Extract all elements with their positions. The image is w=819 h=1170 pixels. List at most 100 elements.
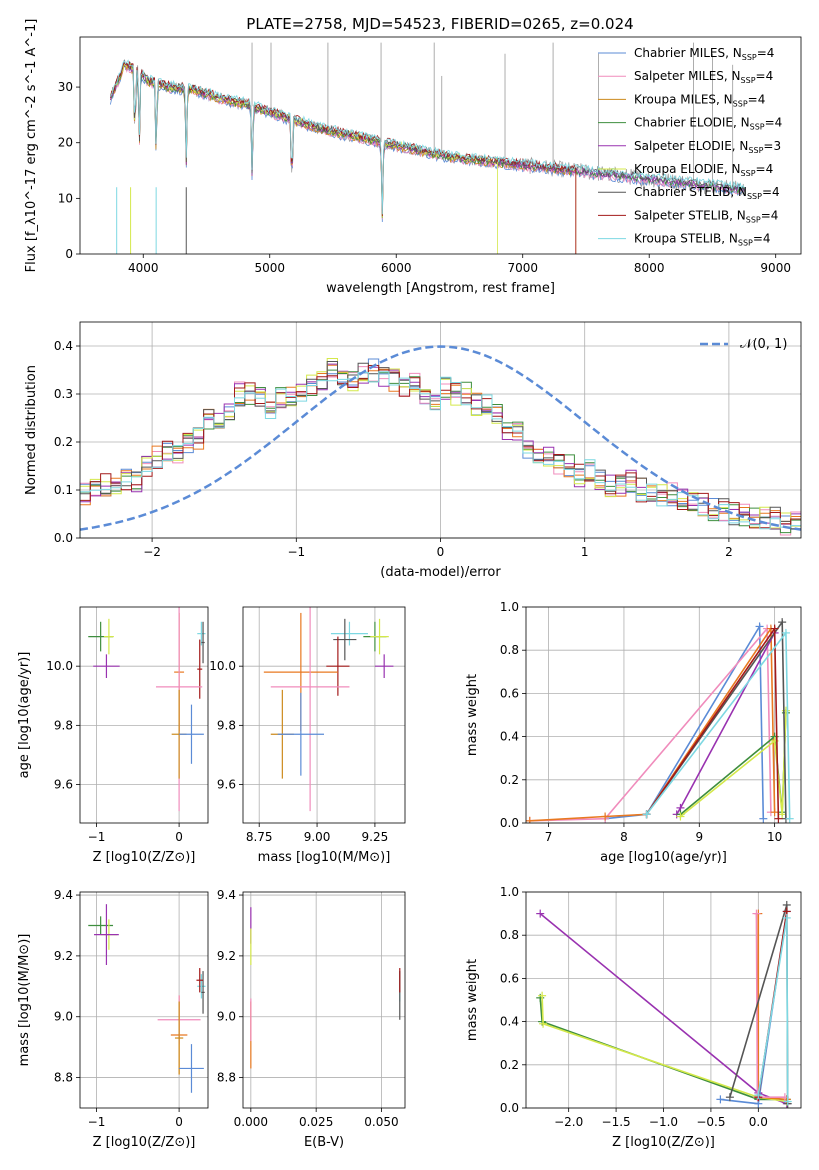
normal-legend-label: 𝒩(0, 1) <box>740 337 787 352</box>
error-bar-point <box>330 621 368 646</box>
weight-marker <box>601 812 610 821</box>
residual-histogram-kroupa_stelib <box>80 371 801 538</box>
y-tick-label: 0 <box>65 247 73 261</box>
age_vs_Z-frame <box>79 606 209 824</box>
y-tick-label: 9.8 <box>54 718 73 732</box>
y-tick-label: 0.2 <box>500 773 519 787</box>
error-bar-point <box>201 621 205 664</box>
weight-marker <box>770 624 779 633</box>
mass_vs_ebv-xlabel: E(B-V) <box>304 1135 344 1150</box>
weight-marker <box>783 1097 792 1106</box>
legend-text: Kroupa MILES, N <box>634 92 733 106</box>
spectrum-ylabel: Flux [f_λ10^-17 erg cm^-2 s^-1 A^-1] <box>24 19 39 273</box>
weight-marker <box>676 812 685 821</box>
legend-subscript: SSP <box>748 146 763 155</box>
error-bar-point <box>94 904 119 966</box>
legend-subscript: SSP <box>747 192 762 201</box>
weight-marker <box>782 913 791 922</box>
y-tick-label: 9.0 <box>217 1010 236 1024</box>
legend-text: Salpeter STELIB, N <box>634 208 746 222</box>
legend-subscript: SSP <box>741 76 756 85</box>
weight-marker <box>716 1095 725 1104</box>
x-tick-label: 9000 <box>760 261 791 275</box>
mass_vs_ebv-plot-area <box>250 907 401 1069</box>
weight_vs_age-xlabel: age [log10(age/yr)] <box>600 850 727 865</box>
legend-entry: Chabrier MILES, NSSP=4 <box>634 46 774 62</box>
weight-marker <box>725 1093 734 1102</box>
x-tick-label: −2.0 <box>554 1115 583 1129</box>
weight-marker <box>538 991 547 1000</box>
y-tick-label: 9.4 <box>54 888 73 902</box>
error-bar-point <box>179 704 204 764</box>
x-tick-label: −1 <box>88 830 106 844</box>
weight_vs_Z-plot-area <box>536 900 792 1108</box>
age_vs_mass-axes: 8.75 9.00 9.25 9.6 9.8 10.0 <box>209 607 405 844</box>
error-bar-point <box>201 971 205 1014</box>
y-tick-label: 9.0 <box>54 1010 73 1024</box>
x-tick-label: −1.0 <box>649 1115 678 1129</box>
legend-entry: Salpeter ELODIE, NSSP=3 <box>634 139 781 155</box>
age_vs_Z-xlabel: Z [log10(Z/Z⊙)] <box>93 850 196 865</box>
weight-line-orange <box>529 626 776 822</box>
mass_vs_Z-xlabel: Z [log10(Z/Z⊙)] <box>93 1135 196 1150</box>
weight-marker <box>754 1091 763 1100</box>
weight-marker <box>785 814 794 823</box>
age_vs_mass-xlabel: mass [log10(M/M⊙)] <box>258 850 391 865</box>
weight_vs_age-ylabel: mass weight <box>465 674 480 756</box>
weight-marker <box>770 808 779 817</box>
legend-text: Chabrier STELIB, N <box>634 185 747 199</box>
weight-marker <box>774 814 783 823</box>
x-tick-label: 0.0 <box>749 1115 768 1129</box>
x-tick-label: 9.25 <box>362 830 389 844</box>
x-tick-label: 0 <box>175 830 183 844</box>
legend-text-tail: =4 <box>756 69 774 83</box>
legend-text: Kroupa ELODIE, N <box>634 162 741 176</box>
x-tick-label: 7 <box>545 830 553 844</box>
residuals-xlabel: (data-model)/error <box>380 565 501 580</box>
y-tick-label: 1.0 <box>500 885 519 899</box>
x-tick-label: −0.5 <box>696 1115 725 1129</box>
y-tick-label: 20 <box>58 136 73 150</box>
legend-subscript: SSP <box>733 99 748 108</box>
y-tick-label: 30 <box>58 80 73 94</box>
x-tick-label: 0 <box>175 1115 183 1129</box>
residuals-axes: −2 −1 0 1 2 0.0 0.1 0.2 0.3 0.4 <box>54 322 801 559</box>
weight-line-chabrier_miles <box>605 623 765 820</box>
weight-line-salpeter_elodie <box>676 632 776 815</box>
mass_vs_Z-plot-area <box>88 904 206 1093</box>
weight_vs_Z-frame <box>525 891 802 1109</box>
y-tick-label: 9.2 <box>217 949 236 963</box>
spectrum-xlabel: wavelength [Angstrom, rest frame] <box>326 281 555 296</box>
weight-marker <box>759 814 768 823</box>
x-tick-label: 9.00 <box>304 830 331 844</box>
mass_vs_Z-axes: −1 0 8.8 9.0 9.2 9.4 <box>54 888 208 1129</box>
legend-text: Salpeter MILES, N <box>634 69 741 83</box>
model-spectrum-kroupa_stelib <box>110 59 746 215</box>
legend-text-tail: =4 <box>748 92 766 106</box>
x-tick-label: 8 <box>620 830 628 844</box>
y-tick-label: 0.0 <box>500 1101 519 1115</box>
x-tick-label: 0.050 <box>364 1115 398 1129</box>
x-tick-label: 4000 <box>128 261 159 275</box>
legend-text-tail: =4 <box>762 185 780 199</box>
weight-marker <box>755 622 764 631</box>
legend-entry: Chabrier ELODIE, NSSP=4 <box>634 116 782 132</box>
y-tick-label: 1.0 <box>500 600 519 614</box>
weight-marker <box>781 628 790 637</box>
y-tick-label: 0.0 <box>54 531 73 545</box>
weight-marker <box>778 810 787 819</box>
error-bar-point <box>197 639 203 699</box>
legend-text-tail: =4 <box>765 116 783 130</box>
legend-subscript: SSP <box>741 169 756 178</box>
legend-text: Chabrier MILES, N <box>634 46 742 60</box>
y-tick-label: 10.0 <box>209 659 236 673</box>
weight-marker <box>642 810 651 819</box>
weight_vs_Z-ylabel: mass weight <box>465 959 480 1041</box>
y-tick-label: 0.1 <box>54 483 73 497</box>
legend-text-tail: =4 <box>756 162 774 176</box>
weight-marker <box>778 618 787 627</box>
weight-line-salpeter_miles <box>755 913 785 1098</box>
x-tick-label: 0 <box>437 545 445 559</box>
x-tick-label: 0.025 <box>299 1115 333 1129</box>
